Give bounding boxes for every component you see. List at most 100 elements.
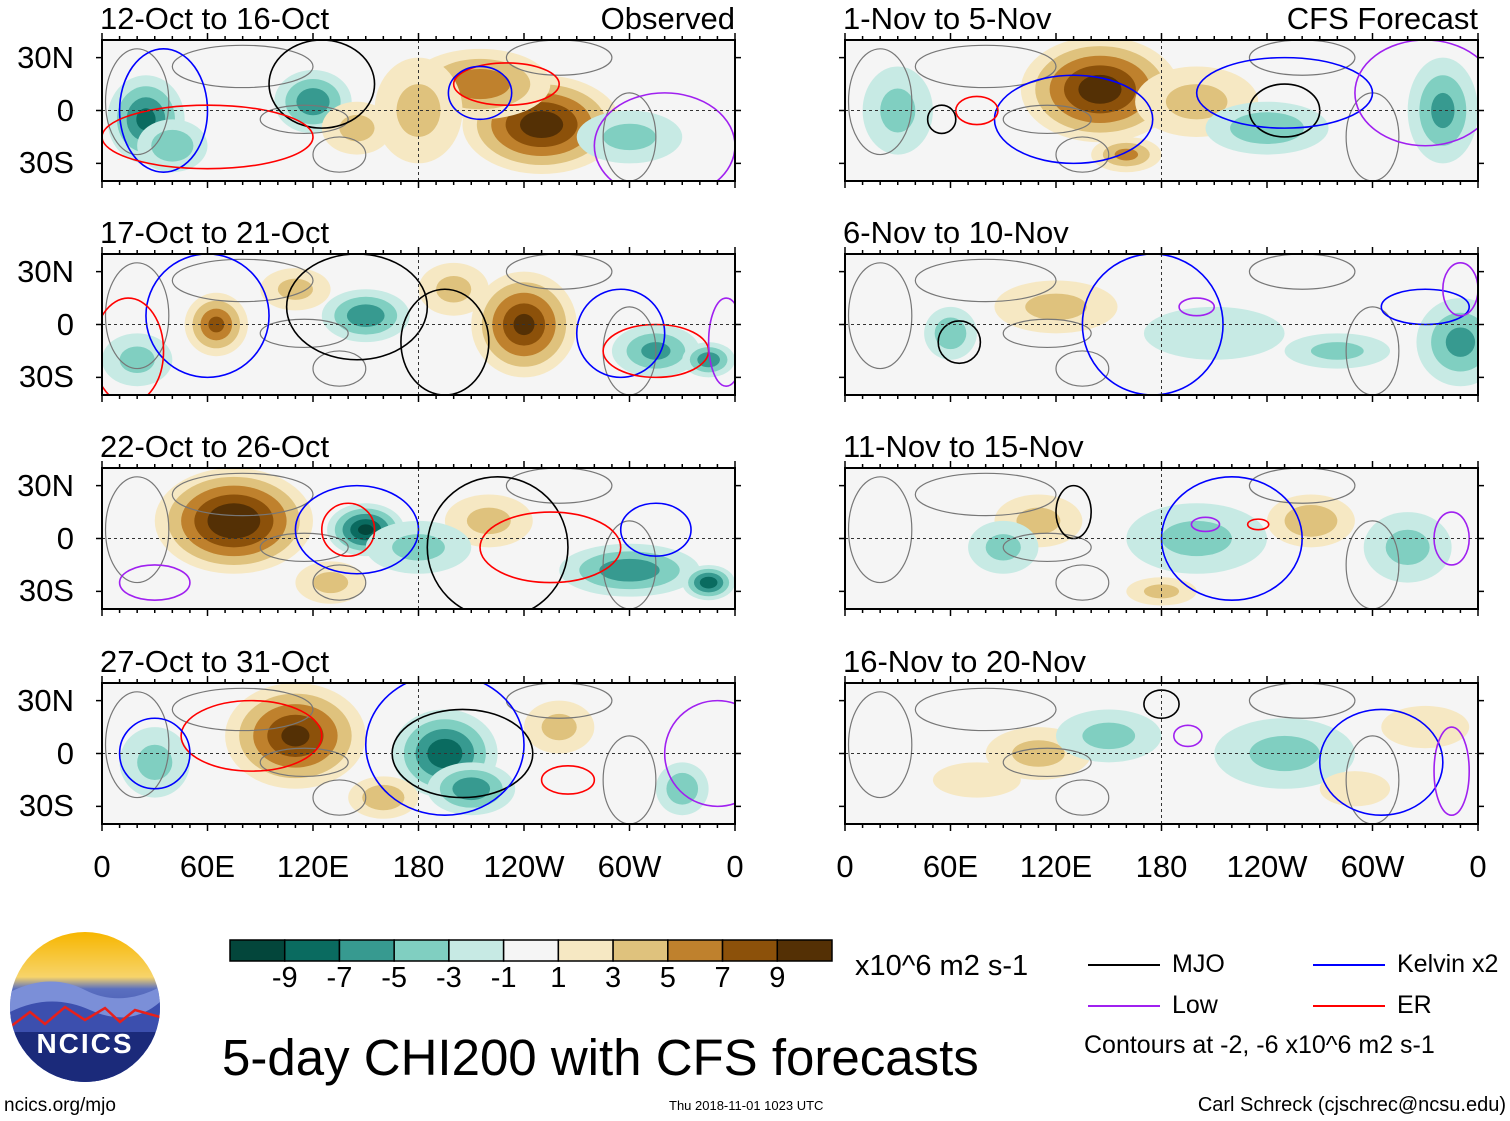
colorbar-swatch (776, 939, 833, 962)
contour-low (593, 92, 735, 181)
lat-tick-label: 30S (18, 359, 74, 395)
colorbar-swatch (448, 939, 505, 962)
legend-label: Low (1172, 991, 1218, 1019)
contour-low (1173, 724, 1203, 748)
contour-kelvin (364, 683, 525, 816)
map-panel (839, 461, 1484, 616)
contour-kelvin (145, 254, 270, 379)
panel-title: 11-Nov to 15-Nov (843, 429, 1084, 464)
contour-kelvin (118, 48, 209, 173)
contour-mjo (268, 40, 376, 129)
colorbar-tick-label: -5 (381, 962, 408, 994)
contour-low (1190, 516, 1221, 533)
anomaly-shading (296, 88, 330, 116)
coastline (847, 476, 913, 584)
contour-er (540, 765, 596, 795)
lon-tick-label: 120E (276, 849, 350, 884)
coastline (1345, 735, 1400, 824)
colorbar-tick-label: -1 (490, 962, 517, 994)
lat-tick-label: 30N (17, 39, 74, 75)
lat-tick-label: 30N (17, 467, 74, 503)
contour-er (1246, 518, 1270, 531)
anomaly-shading (136, 108, 156, 131)
anomaly-shading (1431, 92, 1455, 129)
colorbar-swatch (393, 939, 450, 962)
coastline (914, 258, 1057, 303)
map-panel (96, 461, 741, 616)
contour-mjo (926, 104, 957, 135)
coastline (312, 779, 367, 816)
anomaly-shading (666, 772, 699, 805)
panel-tag: Observed (600, 1, 735, 36)
anomaly-shading (1385, 529, 1430, 565)
anomaly-shading (880, 88, 916, 133)
lat-tick-label: 30S (18, 573, 74, 609)
coastline (1002, 104, 1092, 135)
map-panel (96, 247, 741, 402)
contour-er (479, 511, 622, 584)
anomaly-shading (466, 507, 511, 535)
lat-tick-label: 0 (56, 306, 74, 342)
lat-tick-label: 30N (17, 253, 74, 289)
colorbar-tick-label: -9 (271, 962, 298, 994)
coastline (259, 318, 349, 349)
coastline (505, 254, 613, 290)
colorbar-tick-label: -3 (436, 962, 462, 994)
colorbar-swatch (721, 939, 779, 962)
anomaly-shading (1319, 771, 1391, 807)
anomaly-shading (1025, 293, 1087, 321)
footer-url[interactable]: ncics.org/mjo (4, 1095, 116, 1116)
coastline (1002, 318, 1092, 349)
coastline (505, 40, 613, 76)
colorbar-tick-label: 1 (550, 962, 567, 994)
coastline (1002, 532, 1092, 563)
anomaly-shading (934, 317, 967, 350)
coastline (171, 472, 314, 517)
anomaly-shading (541, 713, 577, 741)
coastline (104, 476, 170, 584)
coastline (505, 468, 613, 504)
anomaly-shading (396, 84, 441, 137)
coastline (104, 262, 170, 370)
lat-tick-label: 30S (18, 145, 74, 181)
anomaly-shading (699, 576, 718, 589)
contour-kelvin (118, 717, 191, 790)
lon-tick-label: 0 (836, 849, 854, 884)
coastline (1055, 350, 1110, 387)
coastline (259, 747, 349, 778)
coastline (104, 691, 170, 799)
anomaly-shading (1016, 507, 1061, 535)
anomaly-shading (346, 304, 385, 328)
anomaly-shading (599, 558, 660, 582)
contour-er (180, 699, 323, 772)
panel-tag: CFS Forecast (1286, 1, 1478, 36)
anomaly-shading (1445, 327, 1476, 357)
colorbar-tick-label: 7 (714, 962, 731, 994)
anomaly-shading (313, 571, 349, 594)
lon-tick-label: 120W (1226, 849, 1308, 884)
anomaly-shading (1143, 584, 1180, 599)
coastline (1055, 779, 1110, 816)
map-panel (96, 676, 741, 831)
coastline (312, 350, 367, 387)
coastline (1002, 747, 1092, 778)
contour-low (663, 699, 735, 808)
legend-label: ER (1397, 991, 1432, 1019)
contour-low (1178, 297, 1216, 317)
anomaly-shading (1114, 148, 1139, 161)
lat-tick-label: 0 (56, 735, 74, 771)
legend-label: Kelvin x2 (1397, 950, 1499, 978)
contour-mjo (400, 288, 490, 395)
map-panel (839, 676, 1484, 831)
anomaly-shading (281, 725, 310, 747)
anomaly-shading (1078, 74, 1122, 104)
lon-tick-label: 60E (922, 849, 979, 884)
coastline (312, 136, 367, 173)
panel-title: 22-Oct to 26-Oct (100, 429, 330, 464)
colorbar-swatch (557, 939, 614, 962)
contour-note: Contours at -2, -6 x10^6 m2 s-1 (1084, 1031, 1435, 1059)
lon-tick-label: 120W (483, 849, 565, 884)
contour-er (452, 62, 560, 107)
contour-kelvin (1195, 56, 1374, 129)
contour-kelvin (1380, 288, 1471, 326)
